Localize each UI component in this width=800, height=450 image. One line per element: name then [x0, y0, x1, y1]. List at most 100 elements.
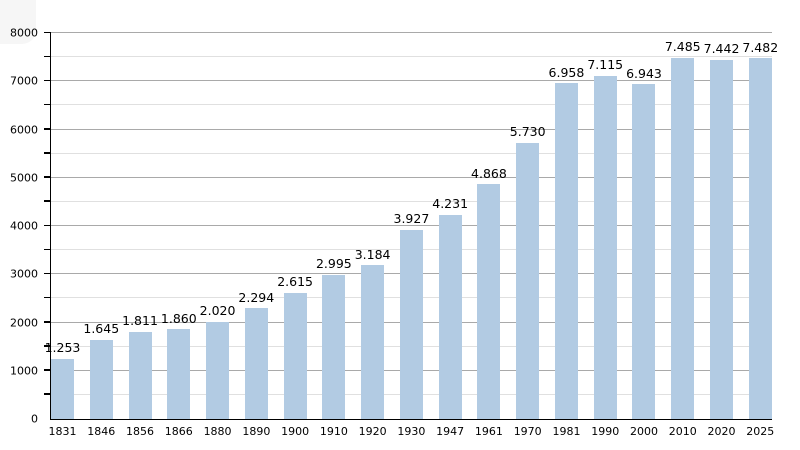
bar-1920: [361, 265, 385, 419]
plot-area: 0 1000 2000 3000 4000 5000 6000 7000 8000 1.253 1…: [10, 28, 779, 438]
bar-1880: [206, 321, 230, 419]
x-axis-label: 1890: [242, 425, 271, 438]
bar-value-label: 3.927: [393, 211, 430, 227]
bar-slot: 6.943 2000: [626, 33, 662, 437]
bar-1961: [477, 184, 501, 419]
x-axis-label: 1910: [319, 425, 348, 438]
y-axis-tick: [44, 79, 51, 82]
bar-1930: [399, 229, 423, 419]
y-axis-tick: [44, 369, 51, 371]
bar-value-label: 3.184: [354, 246, 391, 262]
bar-1856: [128, 331, 152, 419]
bars-layer: 1.253 1831 1.645 1846 1.811 1856 1.860 1866 2.02…: [45, 33, 779, 437]
y-axis-label: 2000: [10, 316, 38, 329]
bar-value-label: 7.442: [703, 41, 740, 57]
y-axis-label: 5000: [10, 171, 38, 185]
bar-slot: 4.231 1947: [432, 33, 468, 437]
major-gridline: [51, 225, 772, 226]
bar-slot: 1.645 1846: [83, 33, 119, 437]
bar-value-label: 2.294: [238, 289, 275, 305]
bar-value-label: 1.860: [160, 310, 197, 326]
major-gridline: [51, 176, 772, 178]
y-axis-tick: [44, 200, 51, 202]
y-axis-tick: [44, 55, 51, 58]
bar-value-label: 4.868: [471, 165, 507, 181]
y-axis-tick: [44, 248, 51, 251]
y-axis-label: 0: [31, 412, 38, 426]
y-axis-tick: [44, 296, 51, 299]
bar-value-label: 2.995: [315, 256, 352, 271]
bar-slot: 5.730 1970: [510, 33, 546, 437]
bar-value-label: 6.958: [548, 64, 585, 80]
bar-2010: [671, 57, 695, 419]
y-axis-tick: [44, 152, 51, 154]
bar-value-label: 1.811: [122, 313, 158, 329]
y-axis-tick: [44, 31, 51, 33]
bar-slot: 3.927 1930: [393, 33, 429, 437]
x-axis-label: 1856: [126, 425, 155, 438]
minor-gridline: [51, 152, 772, 154]
y-axis-tick: [44, 345, 51, 347]
bar-2025: [748, 58, 772, 419]
bar-1910: [322, 274, 346, 419]
x-axis-label: 1981: [552, 425, 581, 438]
x-axis-label: 1947: [436, 425, 465, 438]
major-gridline: [51, 32, 772, 33]
minor-gridline: [51, 56, 772, 58]
y-axis-label: 1000: [10, 364, 38, 378]
bar-value-label: 7.482: [742, 39, 779, 55]
x-axis-label: 1970: [513, 425, 542, 438]
y-axis-label: 8000: [10, 26, 38, 40]
bar-slot: 7.442 2020: [704, 33, 740, 437]
y-axis-tick: [44, 224, 51, 226]
x-axis-label: 1866: [164, 425, 193, 438]
y-axis-label: 7000: [10, 74, 38, 88]
minor-gridline: [51, 200, 772, 202]
bar-value-label: 1.253: [44, 340, 81, 356]
bar-slot: 6.958 1981: [549, 33, 585, 437]
bar-1846: [89, 339, 113, 419]
x-axis-label: 1846: [87, 425, 116, 438]
bar-slot: 1.811 1856: [122, 33, 158, 437]
x-axis-label: 1920: [358, 425, 387, 438]
major-gridline: [51, 128, 772, 130]
major-gridline: [51, 80, 772, 82]
bar-1890: [244, 308, 268, 419]
y-axis-tick: [44, 103, 51, 106]
bar-value-label: 5.730: [509, 124, 546, 140]
x-axis-label: 1900: [281, 425, 310, 438]
y-axis-label: 4000: [10, 219, 38, 233]
y-axis-tick: [44, 321, 51, 323]
bar-slot: 7.115 1990: [587, 33, 623, 437]
minor-gridline: [51, 104, 772, 106]
bar-slot: 7.485 2010: [665, 33, 701, 437]
bar-value-label: 6.943: [626, 65, 662, 81]
bar-slot: 1.860 1866: [161, 33, 197, 437]
bar-value-label: 2.020: [199, 303, 236, 319]
bar-slot: 2.020 1880: [200, 33, 236, 437]
bar-1970: [516, 142, 540, 419]
x-axis-label: 1990: [591, 425, 620, 438]
bar-slot: 7.482 2025: [742, 33, 778, 437]
y-axis-label: 6000: [10, 123, 38, 136]
x-axis-label: 1961: [474, 425, 503, 438]
y-axis-label: 3000: [10, 267, 38, 281]
x-axis-label: 1831: [48, 425, 77, 438]
x-axis-label: 2020: [707, 425, 736, 438]
bar-value-label: 7.485: [664, 39, 701, 55]
bar-1900: [283, 292, 307, 419]
y-axis-tick: [44, 176, 51, 178]
x-axis-label: 2010: [668, 425, 697, 438]
x-axis-label: 2000: [629, 425, 658, 438]
bar-slot: 2.615 1900: [277, 33, 313, 437]
bar-1831: [51, 358, 74, 419]
y-axis-tick: [44, 128, 51, 130]
bar-1866: [167, 329, 191, 419]
bar-slot: 1.253 1831: [45, 33, 81, 437]
bar-1947: [438, 214, 462, 419]
x-axis-label: 1880: [203, 425, 232, 438]
bar-value-label: 2.615: [277, 274, 313, 290]
bar-1990: [593, 75, 617, 419]
bar-value-label: 7.115: [587, 57, 624, 73]
